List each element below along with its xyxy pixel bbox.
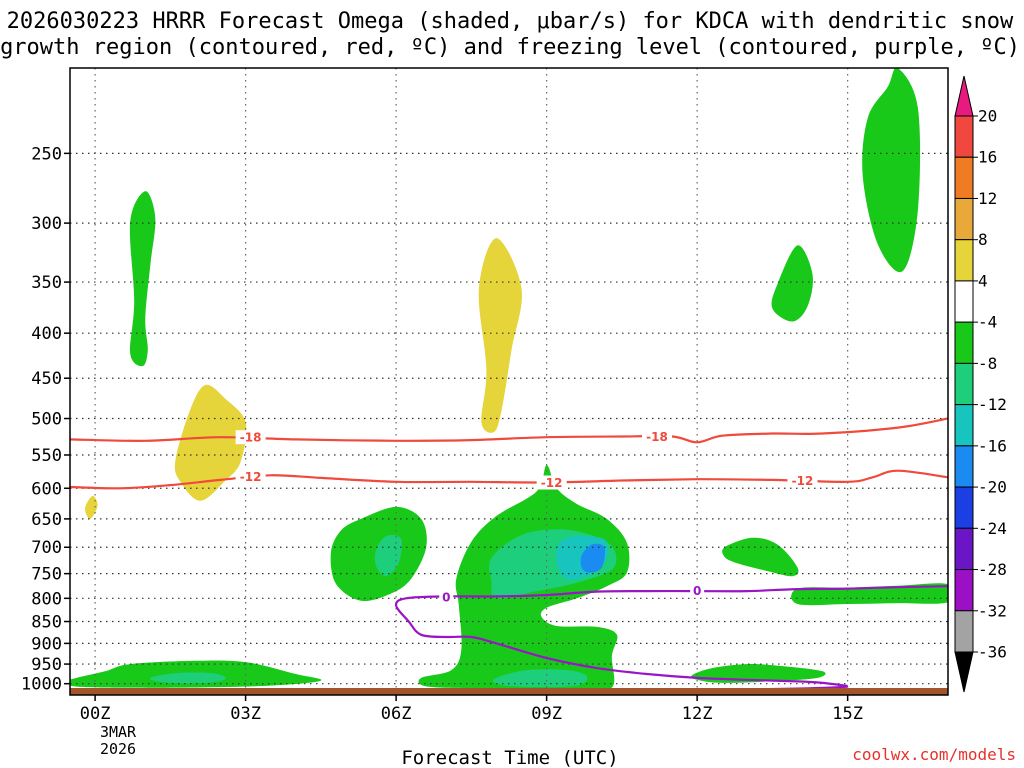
chart-title-line-1: 2026030223 HRRR Forecast Omega (shaded, … [7, 9, 1014, 34]
colorbar-segment-12 [954, 610, 974, 653]
y-axis: 2503003504004505005506006507007508008509… [21, 144, 70, 695]
contour-label-freezing-level-1: 0 [693, 584, 701, 598]
shade-rise-0500-core [374, 535, 402, 577]
colorbar-label-2: 12 [978, 189, 997, 208]
colorbar: 20 16 12 8 4 -4 -8 -12 -16 -20 -24 -28 -32 -36 [954, 75, 1007, 693]
contour-freezing-level [394, 585, 948, 688]
y-tick-label-750: 750 [31, 565, 62, 585]
y-tick-label-950: 950 [31, 655, 62, 675]
y-tick-label-250: 250 [31, 144, 62, 164]
contour-dgz-lower [70, 469, 948, 490]
x-axis: 00Z 03Z 06Z 09Z 12Z 15Z [80, 695, 863, 724]
colorbar-segment-3 [954, 239, 974, 282]
chart-title-line-2: growth region (contoured, red, ºC) and f… [0, 35, 1020, 60]
colorbar-label-4: 4 [978, 271, 988, 290]
y-tick-label-850: 850 [31, 613, 62, 633]
contours: -18 -18 -12 -12 -12 0 0 [70, 417, 948, 693]
colorbar-segment-9 [954, 486, 974, 529]
x-tick-label-03Z: 03Z [230, 704, 261, 724]
credit-label: coolwx.com/models [852, 745, 1016, 764]
y-tick-label-650: 650 [31, 510, 62, 530]
colorbar-segment-7 [954, 404, 974, 447]
y-tick-label-700: 700 [31, 538, 62, 558]
colorbar-top-triangle [954, 75, 974, 117]
contour-label-freezing-level-0: 0 [442, 590, 450, 604]
colorbar-segment-11 [954, 569, 974, 612]
x-axis-title: Forecast Time (UTC) [401, 747, 618, 768]
contour-label-bg-dgz-lower-0 [235, 469, 266, 484]
y-tick-label-400: 400 [31, 324, 62, 344]
y-tick-label-900: 900 [31, 634, 62, 654]
colorbar-segment-8 [954, 445, 974, 488]
y-tick-label-600: 600 [31, 479, 62, 499]
y-tick-label-800: 800 [31, 589, 62, 609]
x-tick-label-09Z: 09Z [531, 704, 562, 724]
contour-label-dgz-lower-2: -12 [792, 474, 814, 488]
colorbar-label-12: -32 [978, 601, 1007, 620]
contour-label-bg-dgz-lower-2 [787, 473, 818, 488]
date-label-year: 2026 [100, 740, 136, 758]
shade-rise-1400 [771, 245, 813, 322]
y-tick-label-550: 550 [31, 446, 62, 466]
colorbar-label-9: -20 [978, 478, 1007, 497]
shade-sink-small [85, 495, 98, 519]
plot-frame [69, 67, 949, 696]
colorbar-segment-0 [954, 115, 974, 158]
contour-label-dgz-upper-1: -18 [646, 430, 668, 444]
y-tick-label-350: 350 [31, 273, 62, 293]
colorbar-label-8: -16 [978, 436, 1007, 455]
colorbar-label-7: -12 [978, 395, 1007, 414]
contour-label-bg-freezing-level-1 [690, 583, 705, 598]
contour-label-bg-dgz-upper-1 [642, 429, 673, 444]
y-tick-label-1000: 1000 [21, 675, 62, 695]
shade-sink-0800 [478, 238, 522, 433]
y-tick-label-300: 300 [31, 214, 62, 234]
colorbar-label-11: -28 [978, 560, 1007, 579]
colorbar-label-3: 8 [978, 230, 988, 249]
colorbar-label-1: 16 [978, 148, 997, 167]
y-tick-label-450: 450 [31, 369, 62, 389]
contour-label-bg-dgz-upper-0 [235, 430, 266, 445]
x-tick-label-15Z: 15Z [832, 704, 863, 724]
contour-label-dgz-upper-0: -18 [240, 431, 262, 445]
date-label-day: 3MAR [100, 723, 137, 741]
y-tick-label-500: 500 [31, 410, 62, 430]
colorbar-label-6: -8 [978, 354, 997, 373]
colorbar-segment-1 [954, 156, 974, 199]
shade-rise-1300-mid [722, 537, 799, 577]
omega-shading [70, 68, 948, 691]
x-tick-label-06Z: 06Z [381, 704, 412, 724]
colorbar-segment-2 [954, 197, 974, 241]
shade-rise-sfc-left-core [149, 672, 226, 684]
ground-bar [70, 688, 948, 695]
contour-label-bg-dgz-lower-1 [536, 475, 567, 490]
colorbar-segment-4 [954, 280, 974, 323]
shade-sink-0200 [174, 384, 247, 501]
colorbar-label-13: -36 [978, 643, 1007, 662]
colorbar-label-5: -4 [978, 313, 997, 332]
colorbar-label-0: 20 [978, 107, 997, 126]
colorbar-segment-10 [954, 527, 974, 571]
grid [70, 68, 948, 695]
plot-area: -18 -18 -12 -12 -12 0 0 [69, 67, 949, 696]
shade-rise-0900-low [493, 669, 588, 688]
colorbar-bottom-triangle [954, 651, 974, 693]
contour-label-dgz-lower-0: -12 [240, 470, 262, 484]
colorbar-segment-5 [954, 321, 974, 364]
colorbar-segment-6 [954, 362, 974, 406]
shade-rise-left [129, 191, 156, 367]
x-tick-label-00Z: 00Z [80, 704, 111, 724]
shade-rise-0900-blue [580, 543, 605, 573]
x-tick-label-12Z: 12Z [682, 704, 713, 724]
shade-rise-upper-right [862, 68, 921, 273]
contour-label-dgz-lower-1: -12 [541, 476, 563, 490]
contour-label-bg-freezing-level-0 [439, 589, 454, 604]
colorbar-label-10: -24 [978, 519, 1007, 538]
